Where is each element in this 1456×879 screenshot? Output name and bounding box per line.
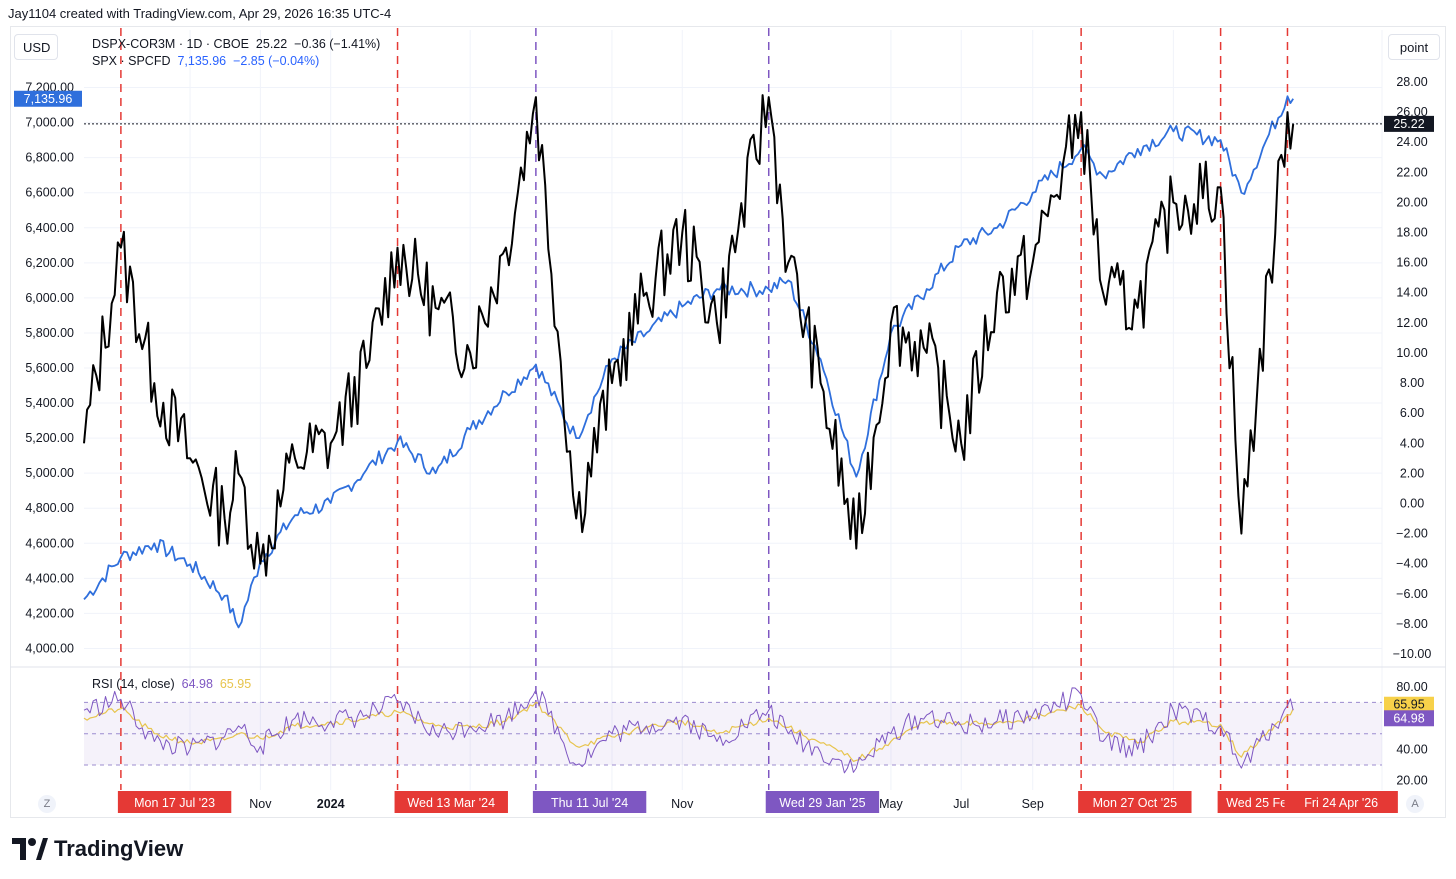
right-axis-tick: −10.00 bbox=[1393, 647, 1432, 661]
tradingview-brand: TradingView bbox=[12, 836, 183, 862]
x-axis-tick: 2024 bbox=[317, 797, 345, 811]
rsi-ma-line bbox=[83, 701, 1294, 762]
zoom-button[interactable]: Z bbox=[38, 795, 56, 813]
right-axis-tick: −8.00 bbox=[1396, 617, 1428, 631]
x-axis-tick: Sep bbox=[1022, 797, 1044, 811]
right-axis-tick: −2.00 bbox=[1396, 527, 1428, 541]
rsi-axis-tick: 80.00 bbox=[1396, 680, 1427, 694]
right-axis-tick: 2.00 bbox=[1400, 466, 1424, 480]
left-axis-tick: 5,800.00 bbox=[25, 326, 74, 340]
marker-label: Thu 11 Jul '24 bbox=[551, 796, 628, 810]
rsi-ma-tag-bg bbox=[1384, 696, 1434, 713]
marker-label: Mon 17 Jul '23 bbox=[134, 796, 215, 810]
rsi-ma-value: 65.95 bbox=[219, 677, 252, 691]
rsi-value: 64.98 bbox=[181, 677, 213, 691]
rsi-axis-tick: 40.00 bbox=[1396, 742, 1427, 756]
left-axis-tick: 4,400.00 bbox=[25, 571, 74, 585]
legend-main-value: 25.22 bbox=[255, 37, 288, 51]
left-axis-tick: 4,800.00 bbox=[25, 501, 74, 515]
right-axis-tick: 10.00 bbox=[1396, 346, 1427, 360]
left-axis-tick: 5,400.00 bbox=[25, 396, 74, 410]
right-axis-tick: 22.00 bbox=[1396, 165, 1427, 179]
marker-label-bg bbox=[1217, 791, 1303, 813]
legend-spx[interactable]: SPX · SPCFD 7,135.96 −2.85 (−0.04%) bbox=[92, 54, 319, 68]
legend-spx-value: 7,135.96 bbox=[177, 54, 227, 68]
right-axis-tick: 26.00 bbox=[1396, 105, 1427, 119]
brand-name: TradingView bbox=[54, 836, 184, 861]
marker-label-bg bbox=[765, 791, 880, 813]
marker-label-bg bbox=[117, 791, 232, 813]
legend-main[interactable]: DSPX-COR3M · 1D · CBOE 25.22 −0.36 (−1.4… bbox=[92, 37, 380, 51]
marker-label: Wed 25 Feb bbox=[1226, 796, 1294, 810]
left-axis-tick: 6,800.00 bbox=[25, 151, 74, 165]
left-axis-tick: 6,400.00 bbox=[25, 221, 74, 235]
marker-label: Wed 13 Mar '24 bbox=[407, 796, 495, 810]
tradingview-logo-icon bbox=[12, 838, 48, 860]
left-axis-tick: 6,600.00 bbox=[25, 186, 74, 200]
rsi-ma-tag: 65.95 bbox=[1393, 698, 1424, 712]
rsi-label: RSI (14, close) bbox=[92, 677, 175, 691]
left-axis-tick: 4,600.00 bbox=[25, 536, 74, 550]
left-axis-tick: 6,000.00 bbox=[25, 291, 74, 305]
left-axis-tick: 4,200.00 bbox=[25, 606, 74, 620]
x-axis-tick: Nov bbox=[249, 797, 272, 811]
right-axis-tick: 4.00 bbox=[1400, 436, 1424, 450]
right-axis-tick: 24.00 bbox=[1396, 135, 1427, 149]
left-axis-tick: 5,200.00 bbox=[25, 431, 74, 445]
currency-button[interactable]: USD bbox=[14, 34, 58, 60]
right-axis-tick: 16.00 bbox=[1396, 256, 1427, 270]
marker-label-bg bbox=[1078, 791, 1192, 813]
rsi-tag: 64.98 bbox=[1393, 711, 1424, 725]
dspx-price-tag-bg bbox=[1384, 115, 1434, 132]
right-axis-tick: 28.00 bbox=[1396, 75, 1427, 89]
auto-scale-button[interactable]: A bbox=[1406, 795, 1424, 813]
legend-main-change: −0.36 (−1.41%) bbox=[294, 37, 381, 51]
x-axis-tick: May bbox=[879, 797, 903, 811]
dspx-price-tag: 25.22 bbox=[1393, 117, 1424, 131]
unit-button[interactable]: point bbox=[1388, 34, 1440, 60]
x-axis-tick: Nov bbox=[671, 797, 694, 811]
right-axis-tick: −6.00 bbox=[1396, 587, 1428, 601]
right-axis-tick: 18.00 bbox=[1396, 226, 1427, 240]
right-axis-tick: 20.00 bbox=[1396, 195, 1427, 209]
x-axis-tick: Jul bbox=[953, 797, 969, 811]
left-axis-tick: 5,000.00 bbox=[25, 466, 74, 480]
rsi-tag-bg bbox=[1384, 710, 1434, 727]
spx-line bbox=[83, 95, 1294, 629]
marker-label: Wed 29 Jan '25 bbox=[779, 796, 865, 810]
marker-label-bg bbox=[532, 791, 647, 813]
right-axis-tick: −4.00 bbox=[1396, 557, 1428, 571]
rsi-line bbox=[83, 687, 1294, 774]
marker-label: Mon 27 Oct '25 bbox=[1093, 796, 1177, 810]
legend-spx-symbol: SPX · SPCFD bbox=[92, 54, 171, 68]
legend-main-symbol: DSPX-COR3M · 1D · CBOE bbox=[92, 37, 249, 51]
left-axis-tick: 5,600.00 bbox=[25, 361, 74, 375]
creator-line: Jay1104 created with TradingView.com, Ap… bbox=[8, 6, 392, 21]
dspx-line bbox=[83, 94, 1295, 577]
right-axis-tick: 12.00 bbox=[1396, 316, 1427, 330]
right-axis-tick: 14.00 bbox=[1396, 286, 1427, 300]
left-axis-tick: 7,000.00 bbox=[25, 116, 74, 130]
right-axis-tick: 6.00 bbox=[1400, 406, 1424, 420]
left-axis-tick: 6,200.00 bbox=[25, 256, 74, 270]
rsi-axis-tick: 20.00 bbox=[1396, 774, 1427, 788]
legend-spx-change: −2.85 (−0.04%) bbox=[233, 54, 320, 68]
left-axis-tick: 4,000.00 bbox=[25, 641, 74, 655]
right-axis-tick: 8.00 bbox=[1400, 376, 1424, 390]
marker-label: Fri 24 Apr '26 bbox=[1304, 796, 1378, 810]
right-axis-tick: 0.00 bbox=[1400, 496, 1424, 510]
marker-label-bg bbox=[1284, 791, 1398, 813]
marker-label-bg bbox=[394, 791, 508, 813]
spx-price-tag-bg bbox=[14, 90, 82, 107]
legend-rsi[interactable]: RSI (14, close) 64.98 65.95 bbox=[92, 677, 251, 691]
chart-frame bbox=[10, 26, 1446, 818]
spx-price-tag: 7,135.96 bbox=[24, 92, 73, 106]
